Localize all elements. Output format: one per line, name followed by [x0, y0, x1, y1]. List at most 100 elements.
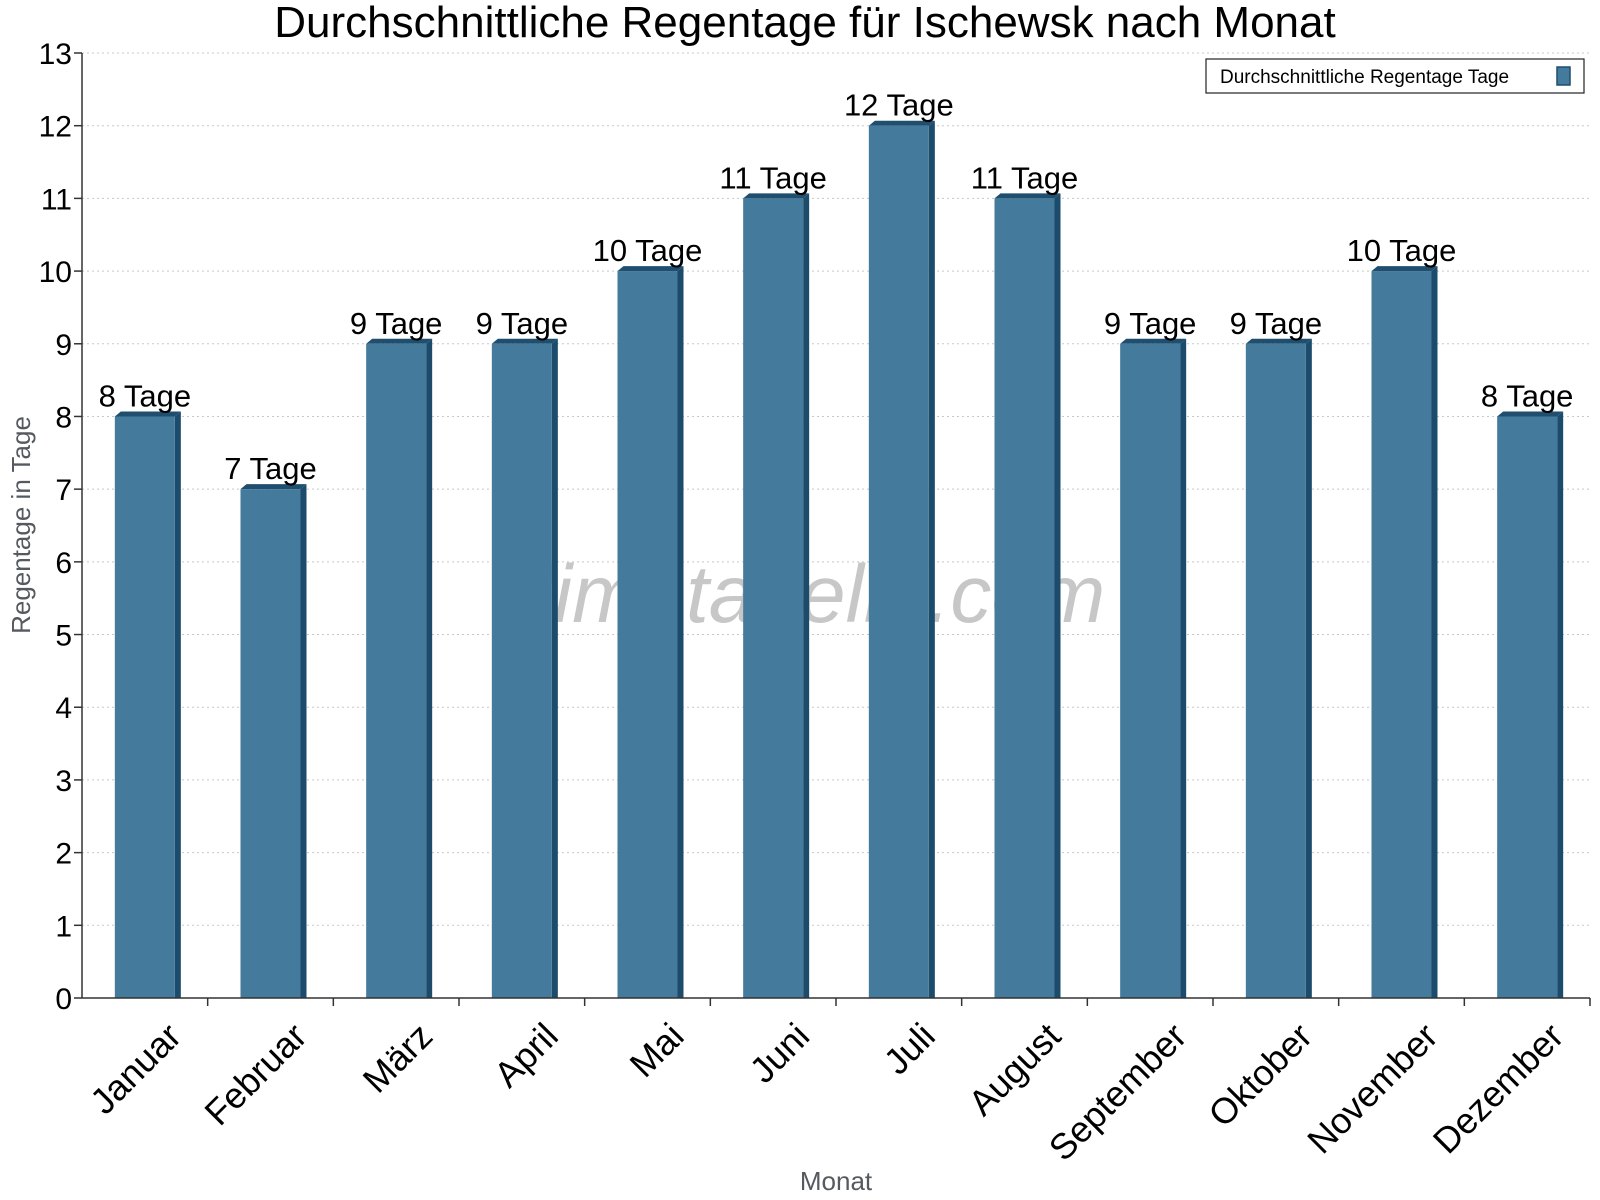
y-tick-label: 4 — [55, 692, 72, 725]
y-tick-label: 8 — [55, 401, 72, 434]
data-label: 9 Tage — [1230, 306, 1323, 341]
x-axis-title: Monat — [800, 1166, 873, 1196]
y-tick-label: 1 — [55, 910, 72, 943]
x-tick-label: Oktober — [1200, 1015, 1320, 1135]
bar-top — [617, 266, 684, 272]
bar-top — [1245, 338, 1312, 344]
y-tick-label: 7 — [55, 474, 72, 507]
bar-top — [240, 484, 307, 490]
bar-front — [1245, 343, 1306, 998]
bar-front — [994, 198, 1055, 998]
x-tick-label: Mai — [622, 1015, 692, 1085]
x-tick-label: April — [486, 1015, 566, 1095]
bar-side — [1431, 266, 1438, 999]
bar-side — [300, 484, 307, 999]
data-label: 9 Tage — [476, 306, 569, 341]
legend-box — [1205, 58, 1585, 94]
bar-front — [366, 343, 427, 998]
bar-top — [1120, 338, 1187, 344]
y-tick-label: 0 — [55, 983, 72, 1016]
x-tick-label: März — [355, 1015, 441, 1101]
bar-top — [868, 120, 935, 126]
x-tick-label: November — [1299, 1015, 1445, 1161]
bar-top — [366, 338, 433, 344]
bar-side — [551, 338, 558, 998]
bar-front — [1371, 271, 1432, 999]
bar-4 — [491, 338, 558, 998]
y-tick-label: 12 — [39, 111, 72, 144]
bar-1 — [114, 411, 181, 998]
bar-side — [1054, 193, 1061, 998]
data-label: 8 Tage — [1481, 378, 1574, 413]
bar-2 — [240, 484, 307, 999]
data-label: 11 Tage — [971, 160, 1078, 195]
bar-10 — [1245, 338, 1312, 998]
bar-5 — [617, 266, 684, 999]
bar-front — [868, 125, 929, 998]
bar-top — [1497, 411, 1564, 417]
bar-front — [1120, 343, 1181, 998]
bar-11 — [1371, 266, 1438, 999]
data-label: 12 Tage — [844, 88, 954, 123]
chart-title: Durchschnittliche Regentage für Ischewsk… — [274, 0, 1335, 47]
x-tick-label: September — [1041, 1015, 1195, 1169]
bar-top — [1371, 266, 1438, 272]
x-tick-label: Juni — [742, 1015, 818, 1091]
bar-side — [928, 120, 935, 998]
bar-7 — [868, 120, 935, 998]
y-tick-label: 3 — [55, 765, 72, 798]
bar-top — [114, 411, 181, 417]
bar-12 — [1497, 411, 1564, 998]
x-tick-label: Juli — [876, 1015, 943, 1082]
data-label: 9 Tage — [1104, 306, 1197, 341]
bar-front — [114, 416, 175, 998]
bar-8 — [994, 193, 1061, 998]
x-tick-label: Januar — [82, 1015, 189, 1122]
bar-front — [617, 271, 678, 999]
x-tick-label: Februar — [196, 1015, 314, 1133]
data-label: 7 Tage — [224, 451, 317, 486]
legend-swatch — [1556, 66, 1571, 86]
y-axis-title: Regentage in Tage — [6, 416, 36, 634]
data-label: 10 Tage — [1347, 233, 1457, 268]
x-axis-ticks: Januar Februar März April Mai Juni Juli AugustS… — [82, 998, 1591, 1169]
bars — [114, 120, 1564, 999]
bar-side — [1305, 338, 1312, 998]
bar-front — [743, 198, 804, 998]
y-tick-label: 6 — [55, 547, 72, 580]
bar-front — [1497, 416, 1558, 998]
bar-top — [994, 193, 1061, 199]
y-tick-label: 10 — [39, 256, 72, 289]
data-label: 9 Tage — [350, 306, 443, 341]
y-tick-label: 11 — [41, 183, 72, 216]
bar-9 — [1120, 338, 1187, 998]
x-tick-label: August — [960, 1015, 1068, 1123]
bar-side — [426, 338, 433, 998]
x-tick-label: Dezember — [1425, 1015, 1571, 1161]
bar-side — [1557, 411, 1564, 998]
bar-6 — [743, 193, 810, 998]
bar-side — [174, 411, 181, 998]
data-label: 8 Tage — [99, 378, 192, 413]
data-label: 11 Tage — [719, 160, 826, 195]
data-labels: 8 Tage 7 Tage 9 Tage 9 Tage 10 Tage 11 Tage 12… — [99, 88, 1574, 486]
bar-front — [491, 343, 552, 998]
bar-side — [677, 266, 684, 999]
bar-side — [803, 193, 810, 998]
data-label: 10 Tage — [593, 233, 703, 268]
y-tick-label: 9 — [55, 329, 72, 362]
bar-front — [240, 489, 301, 998]
y-tick-label: 5 — [55, 620, 72, 653]
bar-side — [1180, 338, 1187, 998]
bar-3 — [366, 338, 433, 998]
bar-top — [491, 338, 558, 344]
bar-top — [743, 193, 810, 199]
y-tick-label: 13 — [39, 38, 72, 71]
y-tick-label: 2 — [55, 838, 72, 871]
legend: Durchschnittliche Regentage Tage — [1205, 58, 1585, 94]
grid-lines — [82, 52, 1590, 926]
legend-label: Durchschnittliche Regentage Tage — [1220, 67, 1509, 88]
